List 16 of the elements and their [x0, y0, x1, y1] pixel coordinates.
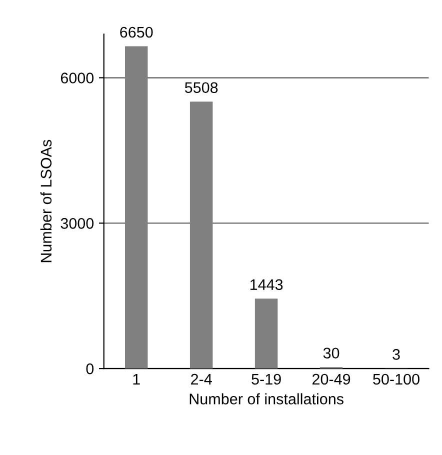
x-tick-label: 1 [133, 374, 140, 384]
x-tick-label: 5-19 [252, 374, 281, 385]
y-tick-label: 3000 [60, 218, 94, 229]
x-tick-label: 20-49 [312, 374, 350, 385]
x-tick-label: 2-4 [191, 374, 212, 384]
x-axis-title: Number of installations [190, 393, 344, 404]
data-label: 5508 [184, 82, 218, 94]
data-label: 30 [323, 348, 340, 359]
bar [254, 298, 278, 369]
data-label: 6650 [120, 26, 153, 38]
x-tick-label: 50-100 [373, 374, 420, 385]
data-label: 3 [392, 349, 400, 360]
y-axis-title: Number of LSOAs [40, 140, 52, 262]
data-label: 1443 [250, 279, 283, 290]
y-tick-label: 6000 [60, 72, 94, 84]
y-tick-label: 0 [86, 363, 94, 374]
